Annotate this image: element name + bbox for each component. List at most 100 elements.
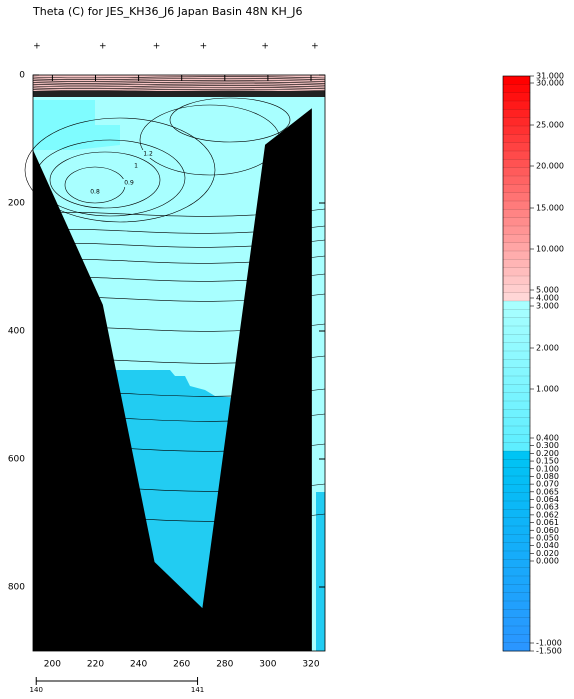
water-patch	[33, 100, 120, 150]
colorbar-tick-label: 0.065	[536, 487, 559, 496]
colorbar-band	[502, 75, 531, 85]
colorbar-band	[502, 267, 531, 277]
colorbar-tick-label: 0.200	[536, 449, 559, 458]
chart-title: Theta (C) for JES_KH36_J6 Japan Basin 48…	[32, 5, 302, 18]
contour-line	[32, 76, 326, 79]
contour-label-bg	[129, 162, 143, 170]
colorbar-band	[502, 634, 531, 644]
colorbar-tick-label: 5.000	[536, 286, 559, 295]
station-marker: +	[261, 42, 269, 52]
colorbar-band	[502, 450, 531, 460]
y-tick-label: 800	[8, 583, 25, 593]
colorbar-band	[502, 492, 531, 502]
colorbar-band	[502, 359, 531, 369]
colorbar-tick-label: 2.000	[536, 344, 559, 353]
colorbar-tick-label: 0.040	[536, 541, 559, 550]
colorbar-tick-label: -1.000	[536, 639, 562, 648]
contour-line	[32, 85, 326, 88]
colorbar-band	[502, 559, 531, 569]
y-tick-label: 0	[19, 71, 25, 81]
colorbar-band	[502, 392, 531, 402]
colorbar-band	[502, 400, 531, 410]
colorbar-tick-label: 20.000	[536, 162, 564, 171]
colorbar-band	[502, 342, 531, 352]
colorbar-tick-label: 3.000	[536, 302, 559, 311]
colorbar-band	[502, 575, 531, 585]
contour-label-bg	[88, 188, 102, 196]
colorbar-tick-label: 0.061	[536, 518, 559, 527]
colorbar-band	[502, 600, 531, 610]
colorbar-band	[502, 500, 531, 510]
colorbar-tick-label: -1.500	[536, 647, 562, 656]
colorbar-band	[502, 384, 531, 394]
x-tick-label: 220	[87, 660, 104, 670]
colorbar-band	[502, 209, 531, 219]
colorbar-band	[502, 517, 531, 527]
colorbar-tick-label: 0.064	[536, 495, 559, 504]
x2-tick-label: 140	[30, 686, 43, 694]
colorbar-tick-label: 0.050	[536, 533, 559, 542]
colorbar-band	[502, 317, 531, 327]
colorbar-band	[502, 84, 531, 94]
colorbar-band	[502, 484, 531, 494]
station-marker: +	[200, 42, 208, 52]
x-tick-label: 280	[216, 660, 233, 670]
colorbar-band	[502, 200, 531, 210]
colorbar-tick-label: 30.000	[536, 79, 564, 88]
y-tick-label: 600	[8, 455, 25, 465]
colorbar-tick-label: 0.080	[536, 472, 559, 481]
contour-line	[32, 87, 326, 90]
colorbar-band	[502, 350, 531, 360]
colorbar-band	[502, 325, 531, 335]
colorbar-frame	[502, 75, 531, 652]
colorbar-band	[502, 467, 531, 477]
colorbar-band	[502, 234, 531, 244]
colorbar-band	[502, 425, 531, 435]
colorbar-band	[502, 142, 531, 152]
x-tick-label: 200	[44, 660, 61, 670]
colorbar-band	[502, 609, 531, 619]
colorbar-band	[502, 184, 531, 194]
colorbar-tick-label: 0.062	[536, 510, 559, 519]
colorbar-band	[502, 92, 531, 102]
contour-line	[49, 151, 161, 209]
colorbar-band	[502, 417, 531, 427]
x2-tick-label: 141	[191, 686, 204, 694]
bathymetry	[33, 108, 312, 651]
contour-line	[32, 83, 326, 86]
colorbar-tick-label: 0.020	[536, 549, 559, 558]
colorbar-band	[502, 542, 531, 552]
colorbar-band	[502, 434, 531, 444]
station-marker: +	[33, 42, 41, 52]
colorbar-band	[502, 117, 531, 127]
contour-line	[32, 81, 326, 84]
thermocline	[33, 91, 325, 97]
colorbar-band	[502, 509, 531, 519]
colorbar-tick-label: 15.000	[536, 204, 564, 213]
station-marker: +	[311, 42, 319, 52]
colorbar-tick-label: 0.150	[536, 457, 559, 466]
colorbar-band	[502, 367, 531, 377]
colorbar-band	[502, 250, 531, 260]
colorbar-band	[502, 259, 531, 269]
contour-line	[169, 97, 291, 143]
colorbar-band	[502, 217, 531, 227]
water-surface	[33, 75, 325, 91]
colorbar-band	[502, 125, 531, 135]
colorbar-tick-label: 25.000	[536, 121, 564, 130]
colorbar-band	[502, 242, 531, 252]
colorbar-tick-label: 0.070	[536, 480, 559, 489]
contour-label-bg	[141, 150, 155, 158]
y-tick-label: 400	[8, 327, 25, 337]
colorbar-tick-label: 0.060	[536, 526, 559, 535]
colorbar-band	[502, 300, 531, 310]
y-tick-label: 200	[8, 199, 25, 209]
contour-label-bg	[122, 179, 136, 187]
colorbar-tick-label: 0.063	[536, 503, 559, 512]
colorbar-band	[502, 592, 531, 602]
colorbar-band	[502, 309, 531, 319]
colorbar-band	[502, 284, 531, 294]
colorbar-band	[502, 642, 531, 652]
colorbar-tick-label: 10.000	[536, 245, 564, 254]
colorbar-tick-label: 31.000	[536, 72, 564, 81]
